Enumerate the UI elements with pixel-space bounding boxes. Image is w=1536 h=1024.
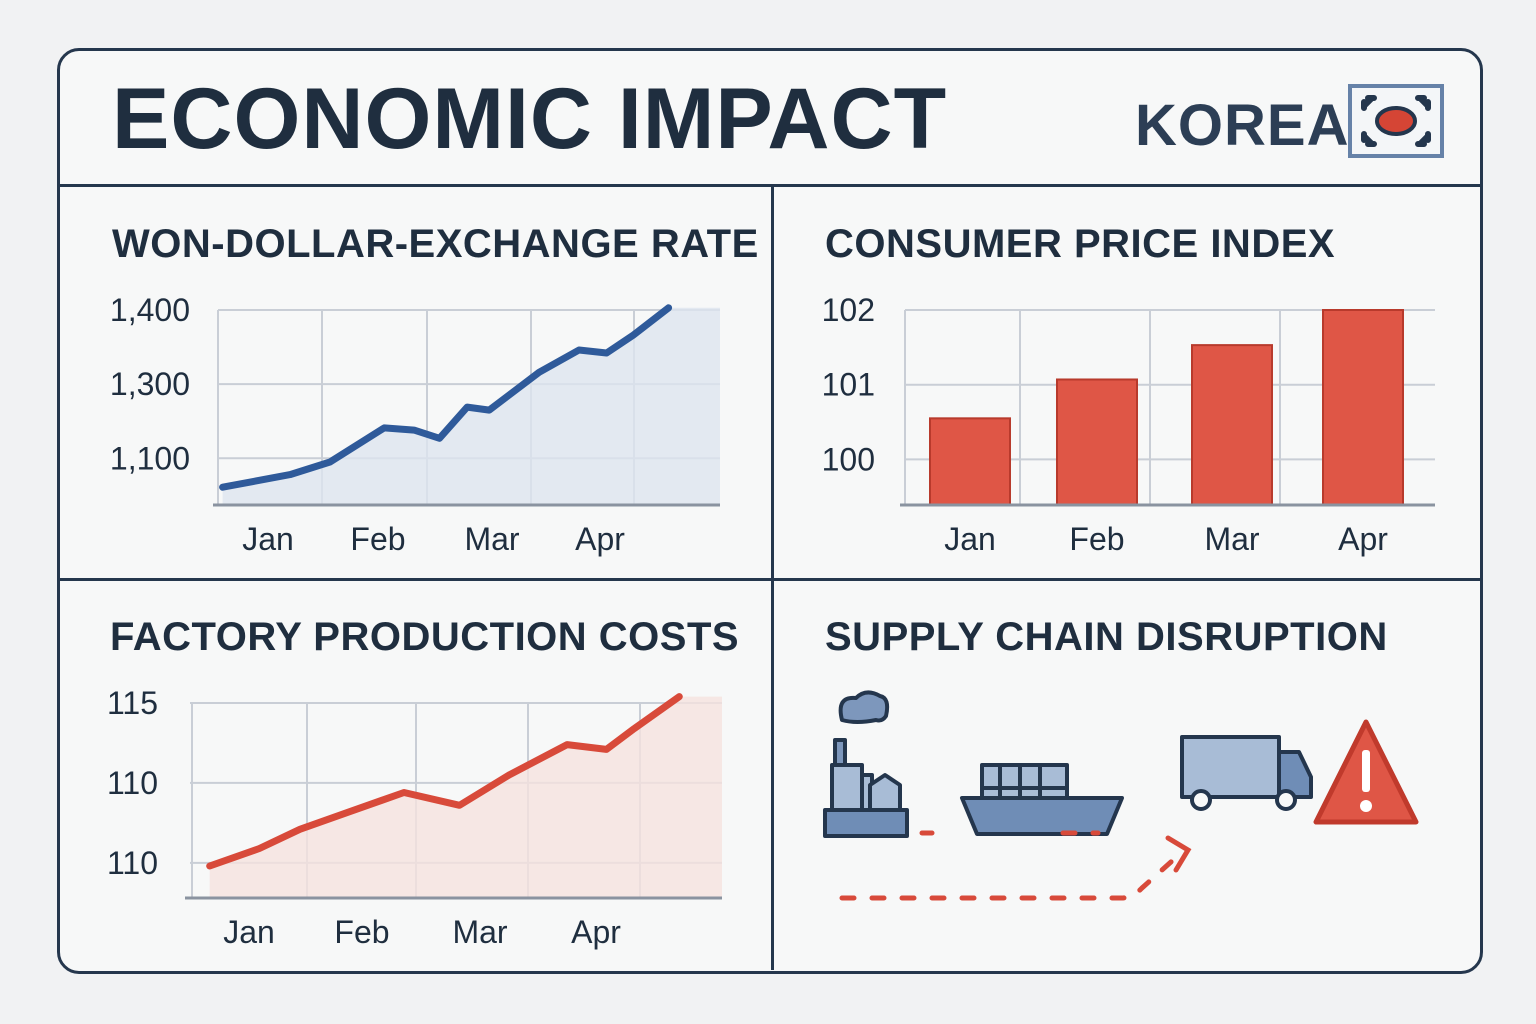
y-tick-label: 101	[822, 367, 875, 403]
supply-chain-illustration	[823, 690, 1419, 901]
x-tick-label: Mar	[464, 521, 519, 557]
y-tick-label: 110	[107, 845, 158, 881]
warning-triangle-icon	[1313, 719, 1419, 825]
x-tick-label: Mar	[1204, 521, 1259, 557]
cargo-ship-icon	[960, 763, 1124, 836]
horizontal-divider	[60, 578, 1480, 581]
x-tick-label: Apr	[571, 914, 621, 950]
y-tick-label: 115	[107, 685, 158, 721]
header-divider	[60, 184, 1480, 187]
x-tick-label: Jan	[944, 521, 996, 557]
country-label: KOREA	[1135, 93, 1350, 158]
cpi-chart: 102 101 100 Jan Feb Mar Apr	[822, 292, 1435, 557]
bar	[929, 417, 1011, 507]
dashboard-card	[57, 48, 1483, 974]
y-tick-label: 1,400	[110, 292, 190, 328]
x-tick-label: Apr	[575, 521, 625, 557]
area-fill	[209, 696, 722, 898]
bar	[1322, 309, 1404, 506]
x-tick-label: Jan	[242, 521, 294, 557]
korea-flag-icon	[1348, 84, 1444, 158]
cpi-title: CONSUMER PRICE INDEX	[825, 222, 1336, 266]
area-fill	[222, 307, 720, 505]
supply-chain-title: SUPPLY CHAIN DISRUPTION	[825, 615, 1388, 659]
bar	[1191, 344, 1273, 506]
x-tick-label: Feb	[350, 521, 405, 557]
dashed-arrow-icon	[839, 835, 1192, 901]
x-tick-label: Jan	[223, 914, 275, 950]
y-tick-label: 1,300	[110, 366, 190, 402]
x-tick-label: Apr	[1338, 521, 1388, 557]
factory-chart: 115 110 110 Jan Feb Mar Apr	[107, 685, 722, 950]
y-tick-label: 102	[822, 292, 875, 328]
y-tick-label: 110	[107, 765, 158, 801]
delivery-truck-icon	[1180, 735, 1313, 811]
exchange-chart: 1,400 1,300 1,100 Jan Feb Mar Apr	[110, 292, 720, 557]
exchange-rate-title: WON-DOLLAR-EXCHANGE RATE	[112, 222, 759, 266]
x-tick-label: Feb	[1069, 521, 1124, 557]
y-tick-label: 1,100	[110, 440, 190, 476]
y-tick-label: 100	[822, 441, 875, 477]
bar	[1056, 378, 1138, 506]
page-title: ECONOMIC IMPACT	[112, 71, 948, 167]
factory-icon	[823, 690, 909, 838]
factory-costs-title: FACTORY PRODUCTION COSTS	[110, 615, 740, 659]
x-tick-label: Feb	[334, 914, 389, 950]
x-tick-label: Mar	[452, 914, 507, 950]
